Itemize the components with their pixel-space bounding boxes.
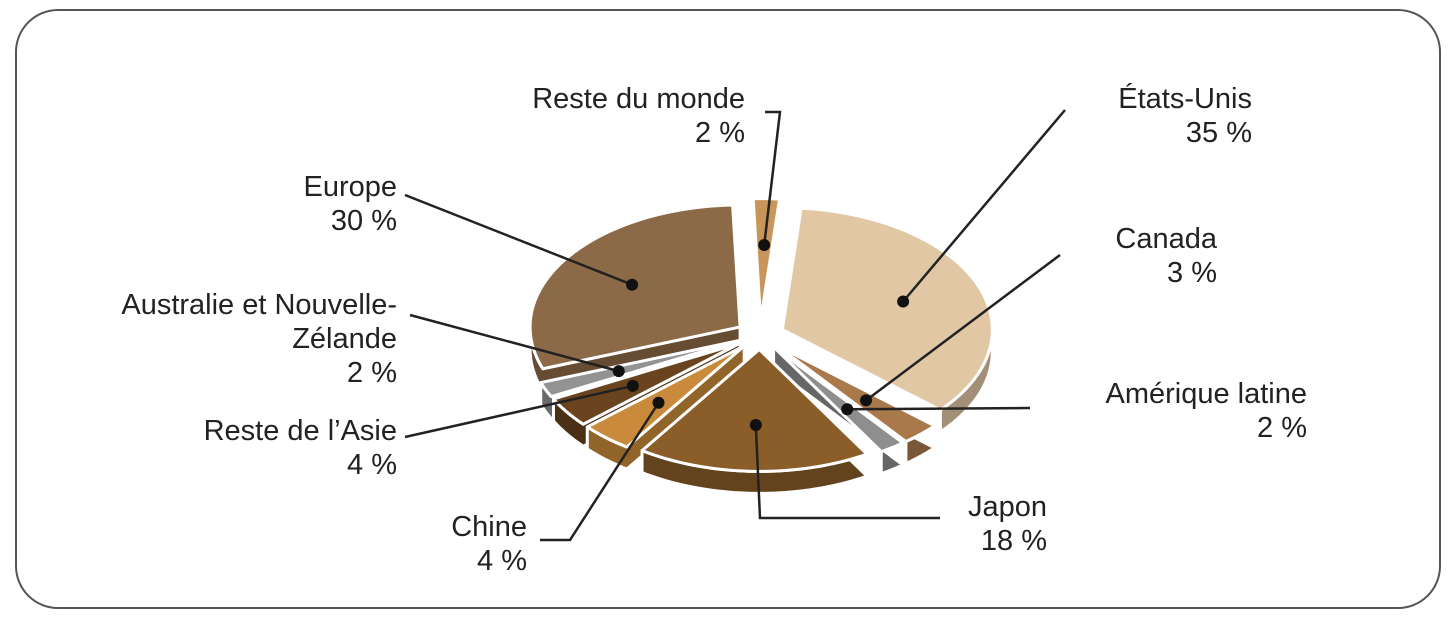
leader-dot: [841, 403, 854, 416]
leader-dot: [897, 295, 910, 308]
slice-value-label: 3 %: [1167, 257, 1217, 289]
slice-value-label: 18 %: [980, 525, 1047, 557]
leader-dot: [612, 365, 625, 378]
slice-label: Chine: [451, 511, 527, 543]
leader-line: [865, 253, 1061, 402]
leader-line: [902, 109, 1066, 303]
slice-value-label: 4 %: [477, 545, 527, 577]
leader-line: [404, 193, 633, 286]
slice-label: Japon: [967, 491, 1047, 523]
slice-label: Canada: [1115, 223, 1217, 255]
leader-line: [847, 406, 1031, 411]
leader-line: [754, 424, 940, 520]
slice-value-label: 2 %: [695, 117, 745, 149]
leader-line: [540, 402, 660, 542]
slice-value-label: 30 %: [330, 205, 397, 237]
slice-label: Reste du monde: [532, 83, 745, 115]
slice-value-label: 2 %: [347, 357, 397, 389]
slice: [640, 347, 869, 473]
slice-label: Amérique latine: [1105, 378, 1308, 410]
slice: [539, 339, 740, 399]
leader-line: [762, 110, 782, 246]
slice-label: Europe: [303, 171, 397, 203]
slice-label: Australie et Nouvelle-Zélande: [121, 289, 397, 355]
leader-dot: [626, 379, 639, 392]
leader-dot: [758, 238, 771, 251]
leader-dot: [626, 278, 639, 291]
slice-value-label: 2 %: [1257, 412, 1307, 444]
slice: [585, 344, 746, 449]
frame: [15, 9, 1441, 609]
slice-label: États-Unis: [1118, 83, 1252, 115]
slice: [775, 343, 937, 444]
slice-value-label: 4 %: [347, 449, 397, 481]
slice-label: Reste de l’Asie: [203, 415, 397, 447]
slice-value-label: 35 %: [1185, 117, 1252, 149]
leader-dot: [749, 419, 762, 432]
leader-dot: [652, 396, 665, 409]
leader-dot: [860, 394, 873, 407]
leader-line: [409, 313, 620, 373]
slice: [772, 345, 905, 454]
slice: [751, 197, 782, 323]
leader-line: [404, 384, 634, 439]
